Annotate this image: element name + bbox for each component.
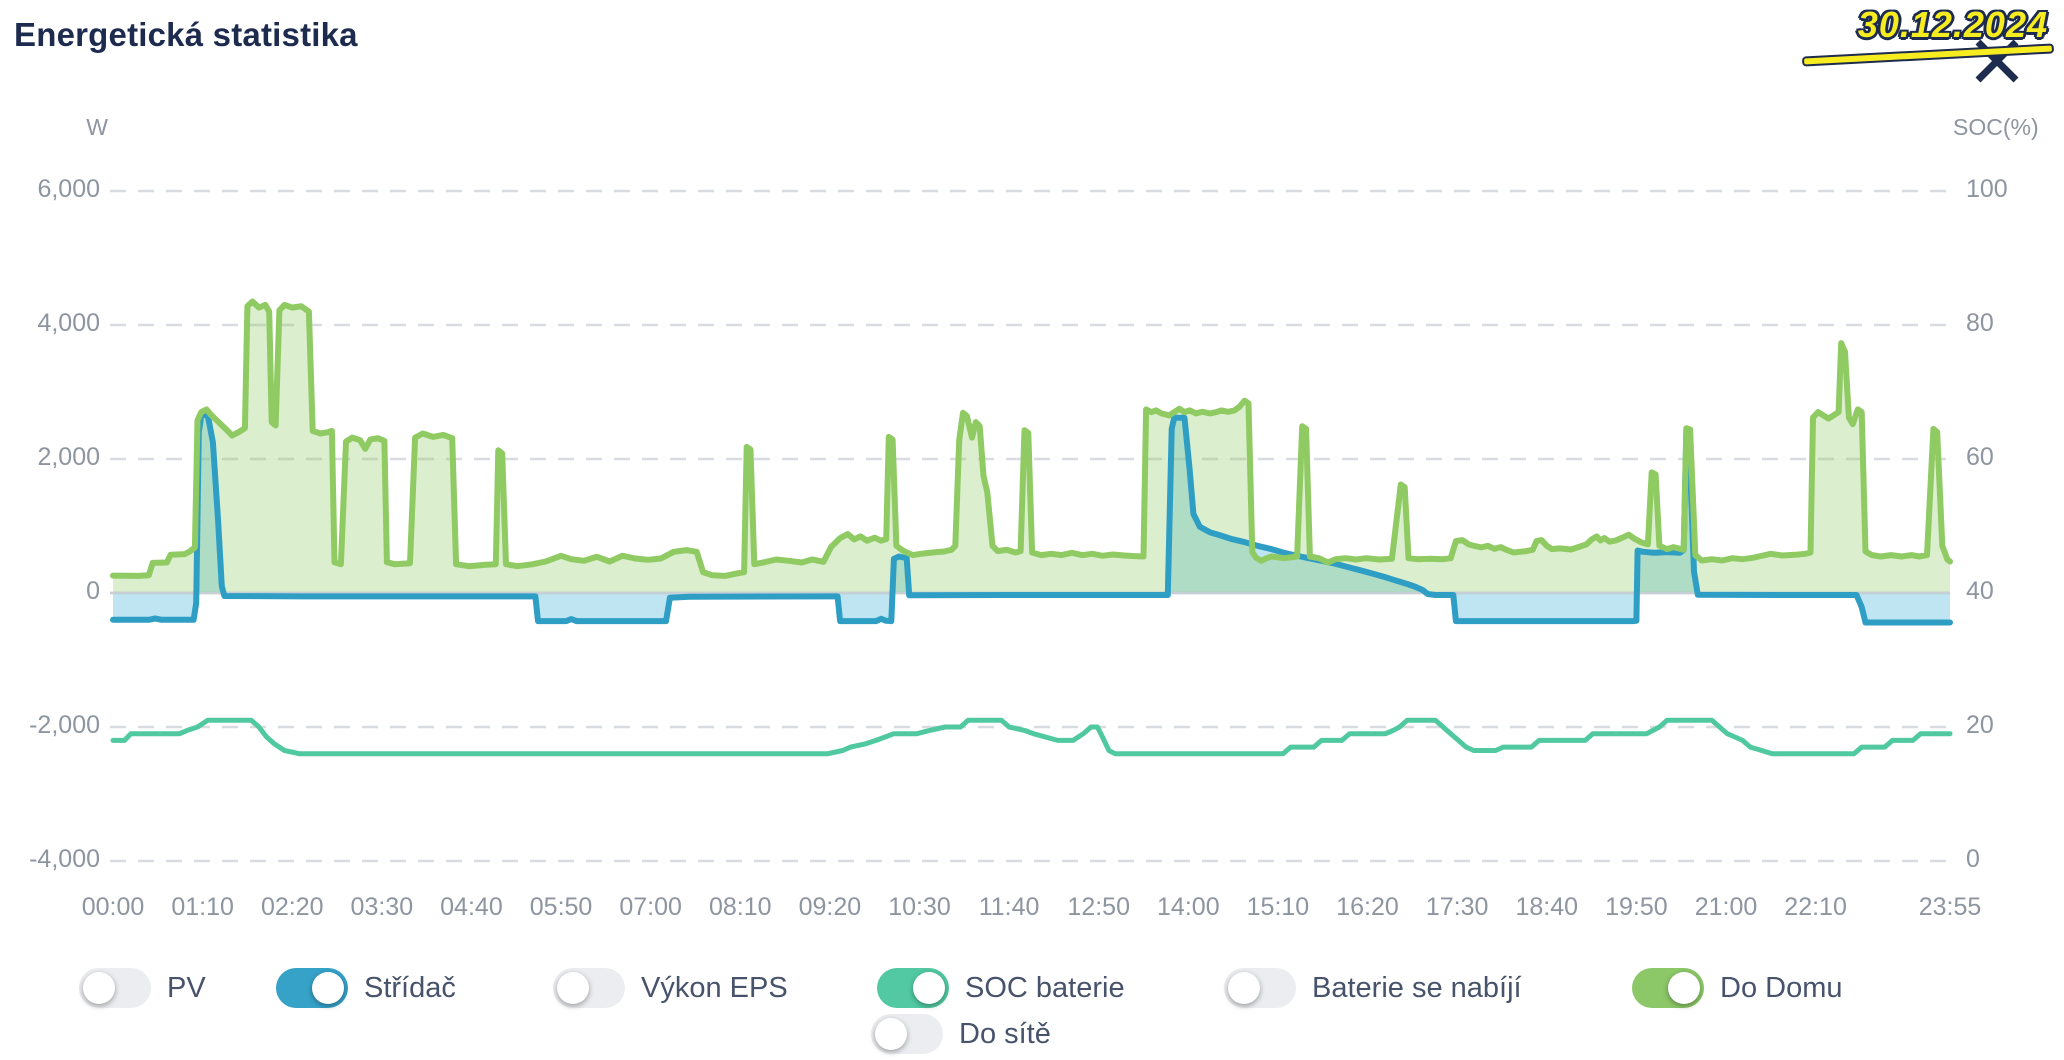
series-line-SOC baterie (110, 717, 1953, 757)
y-axis-tick-right: 60 (1966, 443, 1994, 471)
x-axis-tick: 10:30 (888, 893, 951, 921)
x-axis-tick: 08:10 (708, 893, 772, 921)
x-axis-tick: 23:55 (1918, 893, 1982, 921)
toggle-knob (83, 972, 115, 1004)
y-axis-tick-right: 20 (1966, 711, 1994, 739)
legend-toggle-do-domu[interactable] (1632, 968, 1704, 1008)
y-axis-tick-right: 40 (1966, 577, 1994, 605)
y-axis-tick-right: 80 (1966, 309, 1994, 337)
toggle-knob (1228, 972, 1260, 1004)
legend-toggle-baterie-se-nab-j-[interactable] (1224, 968, 1296, 1008)
y-axis-tick-left: 6,000 (37, 175, 100, 203)
x-axis-tick: 22:10 (1784, 893, 1847, 921)
legend-label: Výkon EPS (641, 972, 788, 1004)
legend-toggle-st-da-[interactable] (276, 968, 348, 1008)
x-axis-tick: 11:40 (978, 893, 1040, 921)
legend-label: Baterie se nabíjí (1312, 972, 1522, 1004)
selected-date: 30.12.2024 (1857, 4, 2048, 45)
series-line-Do Domu (110, 298, 1953, 579)
x-axis-tick: 14:00 (1157, 893, 1220, 921)
x-axis-tick: 02:20 (260, 893, 324, 921)
x-axis-tick: 01:10 (171, 893, 234, 921)
y-axis-tick-left: 4,000 (37, 309, 100, 337)
x-axis-tick: 15:10 (1246, 893, 1310, 921)
x-axis-tick: 21:00 (1694, 893, 1758, 921)
legend-label: Do sítě (959, 1018, 1051, 1050)
x-axis-tick: 19:50 (1605, 893, 1668, 921)
toggle-knob (875, 1018, 907, 1050)
x-axis-tick: 03:30 (350, 893, 414, 921)
toggle-knob (1668, 972, 1700, 1004)
right-axis-unit: SOC(%) (1953, 114, 2039, 140)
x-axis-tick: 09:20 (798, 893, 862, 921)
y-axis-tick-right: 0 (1966, 845, 1980, 873)
y-axis-tick-right: 100 (1966, 175, 2008, 203)
y-axis-tick-left: 2,000 (37, 443, 100, 471)
legend-toggle-v-kon-eps[interactable] (553, 968, 625, 1008)
legend-toggle-pv[interactable] (79, 968, 151, 1008)
legend-label: SOC baterie (965, 972, 1125, 1004)
x-axis-tick: 18:40 (1515, 893, 1579, 921)
y-axis-tick-left: -2,000 (29, 711, 100, 739)
series-line-Střídač (110, 411, 1953, 626)
x-axis-tick: 07:00 (619, 893, 682, 921)
x-axis-tick: 17:30 (1425, 893, 1489, 921)
x-axis-tick: 16:20 (1336, 893, 1399, 921)
legend-toggle-do-s-t-[interactable] (871, 1014, 943, 1054)
legend-label: PV (167, 972, 206, 1004)
toggle-knob (312, 972, 344, 1004)
toggle-knob (913, 972, 945, 1004)
toggle-knob (557, 972, 589, 1004)
legend-label: Střídač (364, 972, 456, 1004)
x-axis-tick: 05:50 (529, 893, 593, 921)
x-axis-tick: 04:40 (440, 893, 503, 921)
legend-label: Do Domu (1720, 972, 1843, 1004)
page-title: Energetická statistika (14, 16, 358, 53)
y-axis-tick-left: -4,000 (29, 845, 100, 873)
x-axis-tick: 12:50 (1067, 893, 1130, 921)
x-axis-tick: 00:00 (81, 893, 145, 921)
legend-toggle-soc-baterie[interactable] (877, 968, 949, 1008)
left-axis-unit: W (86, 114, 108, 140)
y-axis-tick-left: 0 (86, 577, 100, 605)
